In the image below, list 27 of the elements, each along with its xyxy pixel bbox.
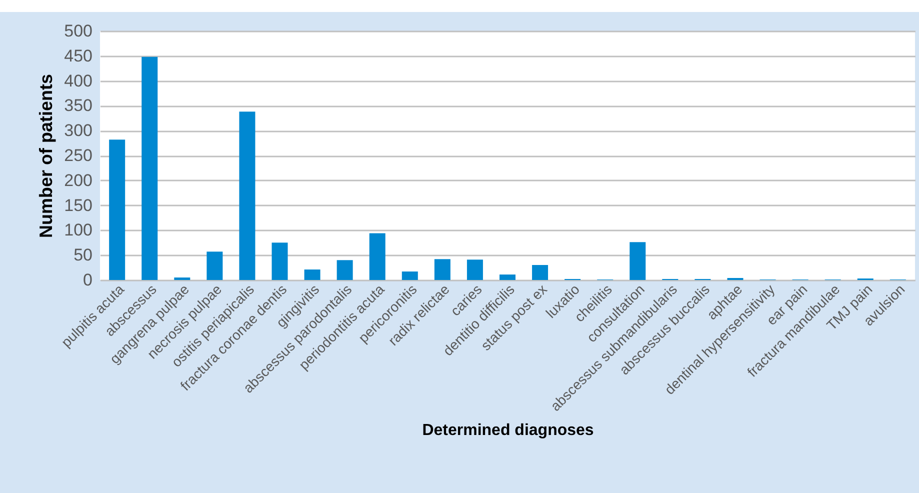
y-axis-title: Number of patients: [36, 74, 56, 238]
bar: [336, 260, 353, 280]
y-tick-label: 500: [64, 22, 92, 40]
bar: [109, 140, 126, 280]
y-tick-label: 350: [64, 96, 92, 116]
bar: [304, 270, 320, 280]
y-tick-label: 450: [64, 46, 92, 66]
bar: [466, 260, 483, 280]
bar: [630, 242, 646, 280]
x-axis-title: Determined diagnoses: [422, 422, 594, 440]
bar: [206, 252, 223, 280]
y-tick-label: 150: [64, 196, 92, 215]
bar: [500, 274, 516, 280]
y-tick-label: 250: [64, 146, 92, 165]
bar: [142, 56, 158, 280]
y-tick-label: 100: [64, 220, 92, 240]
bar: [369, 233, 386, 280]
y-tick-label: 0: [83, 270, 92, 290]
y-tick-label: 400: [64, 71, 92, 90]
bar: [434, 259, 450, 280]
bar: [239, 112, 256, 280]
bar: [532, 265, 548, 280]
bar: [402, 272, 418, 280]
bar: [272, 242, 288, 280]
y-tick-label: 200: [64, 170, 92, 190]
y-tick-label: 300: [64, 121, 92, 140]
y-tick-label: 50: [74, 246, 92, 265]
